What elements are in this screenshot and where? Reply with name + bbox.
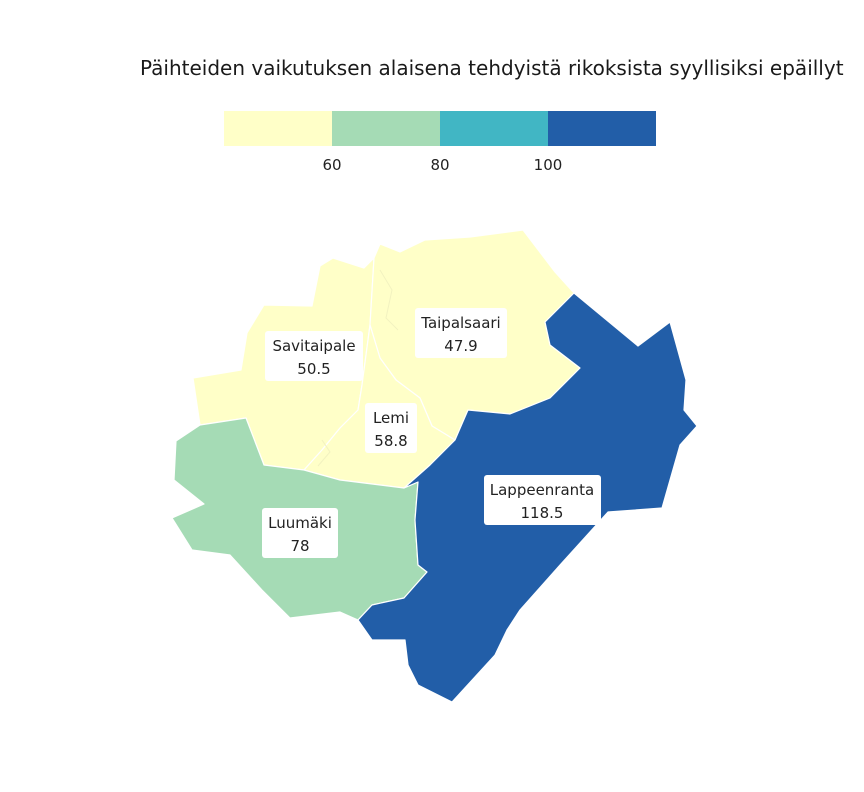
legend-swatch-3 [440,111,548,146]
label-luumaki-value: 78 [290,537,309,555]
legend-tick-60: 60 [322,156,341,174]
label-lemi-name: Lemi [373,409,409,427]
label-lemi-value: 58.8 [374,432,407,450]
label-savitaipale-value: 50.5 [297,360,330,378]
legend-tick-80: 80 [430,156,449,174]
label-savitaipale-name: Savitaipale [272,337,355,355]
label-taipalsaari-name: Taipalsaari [420,314,500,332]
label-lappeenranta-name: Lappeenranta [490,481,595,499]
label-lemi: Lemi 58.8 [365,403,417,453]
map-title: Päihteiden vaikutuksen alaisena tehdyist… [140,56,844,80]
label-lappeenranta-value: 118.5 [521,504,564,522]
region-labels: Savitaipale 50.5 Taipalsaari 47.9 Lemi 5… [262,308,601,558]
label-taipalsaari-value: 47.9 [444,337,477,355]
label-luumaki: Luumäki 78 [262,508,338,558]
label-luumaki-name: Luumäki [268,514,332,532]
legend-swatch-2 [332,111,440,146]
legend: 60 80 100 [224,111,656,174]
internal-boundaries [317,269,399,467]
label-lappeenranta: Lappeenranta 118.5 [484,475,601,525]
label-savitaipale: Savitaipale 50.5 [265,331,363,381]
label-taipalsaari: Taipalsaari 47.9 [415,308,507,358]
legend-tick-100: 100 [534,156,563,174]
legend-swatch-1 [224,111,332,146]
legend-swatch-4 [548,111,656,146]
